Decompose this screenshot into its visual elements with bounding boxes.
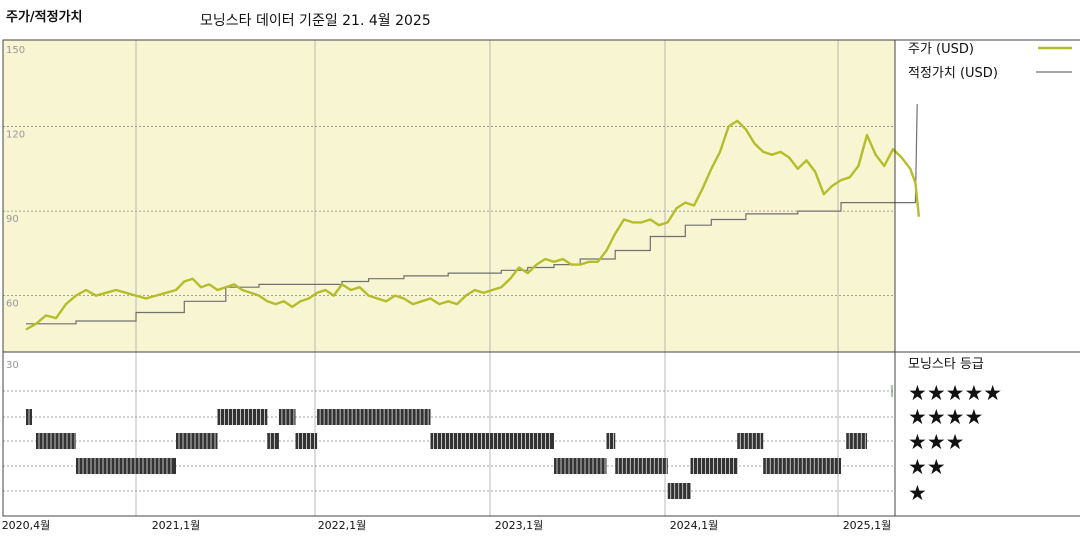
rating-bar-12 — [615, 458, 668, 474]
x-tick-label-5: 2025,1월 — [843, 519, 892, 532]
x-tick-label-4: 2024,1월 — [670, 519, 719, 532]
rating-bar-10 — [554, 458, 607, 474]
star-legend: ★★★★★ ★★★★ ★★★ ★★ ★ — [908, 381, 1002, 505]
chart-subtitle: 모닝스타 데이터 기준일 21. 4월 2025 — [200, 13, 431, 29]
three-star-icon: ★★★ — [908, 430, 964, 454]
x-tick-label-3: 2023,1월 — [495, 519, 544, 532]
chart-title: 주가/적정가치 — [6, 9, 83, 25]
legend-price-label: 주가 (USD) — [908, 42, 974, 57]
x-tick-label-0: 2020,4월 — [2, 519, 51, 532]
rating-bar-17 — [846, 433, 867, 449]
series-lines — [25, 103, 921, 331]
rating-bar-9 — [430, 433, 554, 449]
y-tick-label-60: 60 — [6, 299, 19, 310]
y-tick-label-120: 120 — [6, 130, 25, 141]
chart-frame — [2, 39, 1080, 517]
x-tick-label-2: 2022,1월 — [318, 519, 367, 532]
rating-bar-5 — [267, 433, 279, 449]
rating-bar-13 — [667, 483, 691, 499]
rating-bar-8 — [317, 409, 431, 425]
rating-heading: 모닝스타 등급 — [908, 357, 984, 372]
y-tick-label-30: 30 — [6, 360, 19, 371]
fair-value-line — [26, 103, 918, 325]
price-line — [25, 119, 921, 331]
y-axis-ticks: 150 120 90 60 30 — [6, 45, 25, 371]
y-tick-label-90: 90 — [6, 214, 19, 225]
legend-fair-value-label: 적정가치 (USD) — [908, 66, 998, 81]
one-star-icon: ★ — [908, 481, 927, 505]
price-panel: 150 120 90 60 30 — [3, 40, 921, 516]
rating-bar-1 — [36, 433, 76, 449]
rating-bars — [26, 409, 867, 499]
rating-panel — [3, 390, 895, 499]
price-panel-background — [3, 40, 895, 352]
legend: 주가 (USD) 적정가치 (USD) — [908, 42, 1072, 81]
plot-border — [2, 39, 896, 517]
four-star-icon: ★★★★ — [908, 405, 983, 429]
rating-bar-6 — [278, 409, 296, 425]
rating-bar-4 — [217, 409, 268, 425]
two-star-icon: ★★ — [908, 455, 946, 479]
x-axis-ticks: 2020,4월 2021,1월 2022,1월 2023,1월 2024,1월 2025,… — [2, 519, 892, 532]
y-tick-label-150: 150 — [6, 45, 25, 56]
x-tick-label-1: 2021,1월 — [152, 519, 201, 532]
rating-bar-15 — [737, 433, 764, 449]
five-star-icon: ★★★★★ — [908, 381, 1002, 405]
rating-bar-11 — [606, 433, 616, 449]
